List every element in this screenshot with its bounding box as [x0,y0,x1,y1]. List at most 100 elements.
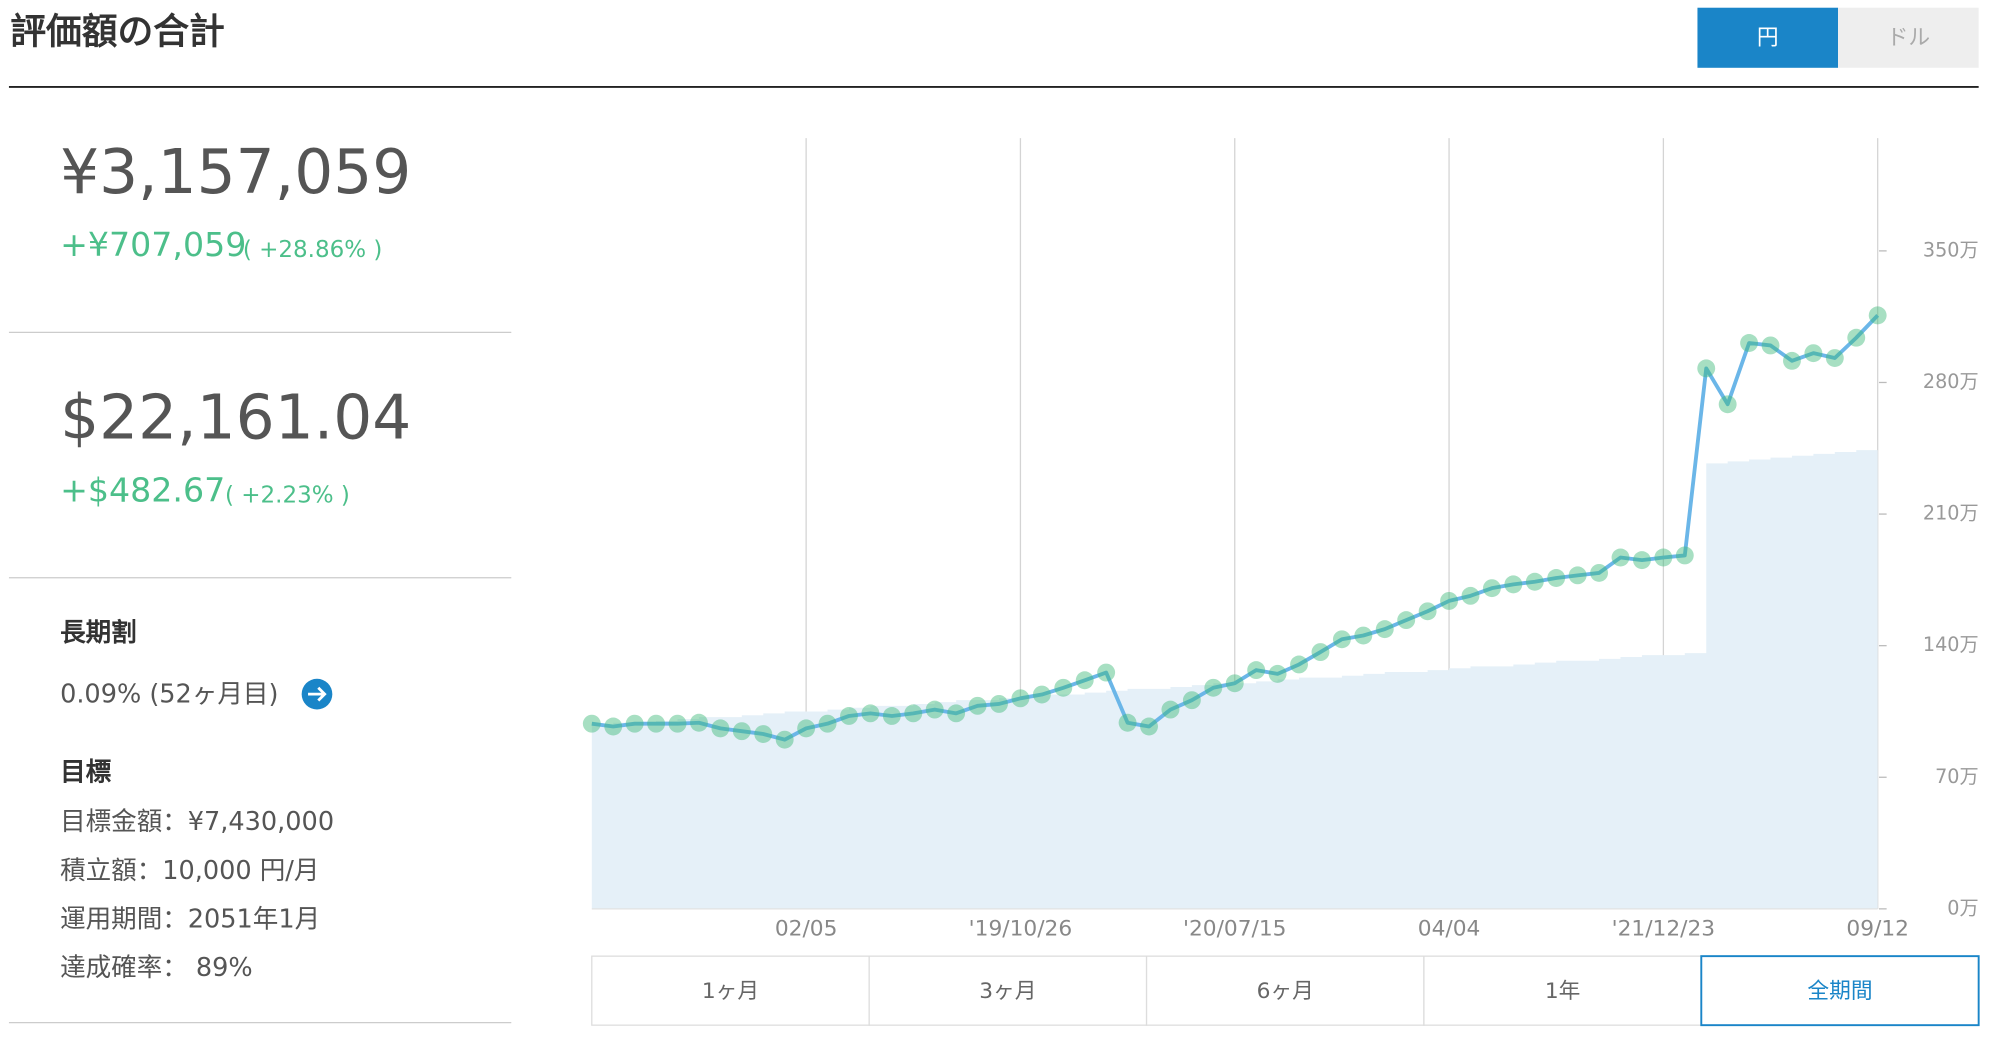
data-point [1590,563,1609,582]
period-tab-label[interactable]: 全期間 [1807,979,1872,1004]
data-point [1804,344,1823,363]
period-tab[interactable] [1145,955,1425,1026]
chart: 02/05 '19/10/26 '20/07/15 04/04 '21/12/23 09/… [582,138,1979,941]
data-point [1718,395,1737,414]
data-point [1654,548,1673,567]
data-point [1783,351,1801,370]
page-title: 評価額の合計 [10,11,225,52]
data-point [1118,713,1137,732]
period-tab-label[interactable]: 6ヶ月 [1257,979,1314,1004]
data-point [797,719,816,738]
x-tick-label: 04/04 [1418,916,1481,941]
y-tick-label: 0万 [1947,896,1978,919]
data-point [582,714,601,733]
data-point [1290,655,1308,674]
period-tab-label[interactable]: 1ヶ月 [702,979,759,1004]
period-tab-label[interactable]: 1年 [1545,979,1581,1004]
data-point [1011,689,1030,708]
data-point [925,700,944,719]
toggle-jpy-label[interactable]: 円 [1757,25,1779,50]
toggle-usd-label[interactable]: ドル [1887,25,1930,50]
data-point [904,704,923,723]
long-term-title: 長期割 [60,618,137,648]
period-tab[interactable] [1700,955,1980,1027]
data-point [1825,349,1844,367]
y-tick-label: 350万 [1923,238,1979,261]
goal-item: 積立額：10,000 円/月 [60,856,319,886]
x-tick-label: '20/07/15 [1183,916,1287,941]
data-point [1225,674,1244,693]
data-point [1418,602,1437,621]
toggle-usd[interactable] [1838,7,1979,68]
invested-area [591,448,1878,909]
long-term-value: 0.09% (52ヶ月目) [60,679,278,709]
x-tick-label: 09/12 [1846,916,1909,941]
data-point [1311,643,1330,662]
data-point [1547,569,1566,587]
data-point [647,714,666,733]
data-point [1054,678,1073,697]
toggle-jpy[interactable] [1697,7,1839,68]
goal-title: 目標 [60,757,112,787]
data-point [1611,548,1630,567]
data-point [882,707,901,725]
data-point [1140,717,1158,736]
data-point [711,719,730,738]
period-tab[interactable] [1423,955,1702,1026]
data-point [754,725,773,743]
goal-item: 運用期間：2051年1月 [60,904,320,934]
data-point [1440,591,1459,610]
percent-usd: ( +2.23% ) [225,482,350,508]
data-point [1868,306,1887,325]
period-tabs: 1ヶ月 3ヶ月 6ヶ月 1年 全期間 [591,955,1980,1027]
data-point [668,714,687,733]
data-point [1354,626,1373,645]
data-point [1097,663,1116,682]
gain-usd: +$482.67 [60,471,225,510]
data-point [1482,579,1501,598]
y-tick-label: 280万 [1923,370,1979,393]
data-point [1332,630,1351,649]
y-tick-label: 140万 [1923,633,1979,656]
data-point [1182,691,1201,710]
x-tick-label: 02/05 [775,916,838,941]
value-line [591,314,1880,742]
data-point [990,694,1008,713]
data-point [690,713,708,732]
data-point [840,707,858,725]
data-point [1161,700,1180,719]
data-point [1268,664,1287,683]
data-point [1847,328,1866,347]
total-usd: $22,161.04 [60,382,411,453]
data-point [1525,572,1544,591]
gain-jpy: +¥707,059 [60,225,246,264]
period-tab-label[interactable]: 3ヶ月 [979,979,1036,1004]
info-button[interactable] [301,678,333,710]
data-point [732,722,751,741]
data-point [818,714,837,733]
data-point [1697,359,1716,378]
data-point [1632,551,1651,570]
y-tick-label: 70万 [1935,765,1979,788]
percent-jpy: ( +28.86% ) [243,237,383,263]
data-point [1204,678,1223,697]
data-point [1568,566,1587,585]
data-point [775,730,794,749]
data-point [604,717,623,736]
data-point [968,696,987,715]
data-point [1375,620,1394,639]
data-point [1032,685,1051,704]
data-point [1504,575,1523,594]
period-tab[interactable] [591,955,870,1026]
goal-item: 達成確率： 89% [60,953,253,983]
data-point [1761,336,1780,355]
data-point [1740,334,1759,352]
data-point [1397,611,1416,630]
data-point [1461,586,1480,605]
goal-item: 目標金額：¥7,430,000 [60,807,334,837]
period-tab[interactable] [868,955,1148,1026]
data-point [1247,661,1266,680]
x-tick-label: '19/10/26 [969,916,1073,941]
data-point [861,704,880,723]
